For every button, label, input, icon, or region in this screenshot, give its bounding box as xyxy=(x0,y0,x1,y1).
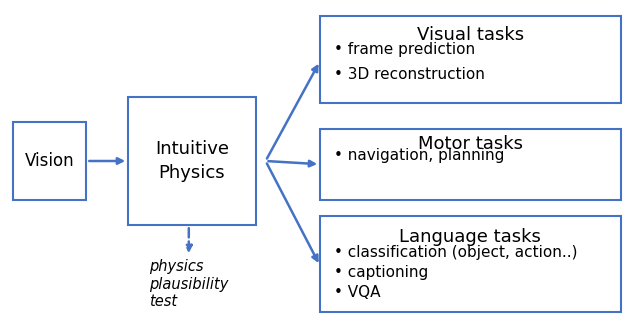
Text: Visual tasks: Visual tasks xyxy=(417,26,524,44)
Text: • classification (object, action..): • classification (object, action..) xyxy=(334,245,577,260)
Text: Language tasks: Language tasks xyxy=(399,228,541,246)
Text: physics
plausibility
test: physics plausibility test xyxy=(149,259,228,309)
Text: • 3D reconstruction: • 3D reconstruction xyxy=(334,67,485,82)
Text: • VQA: • VQA xyxy=(334,285,381,300)
Text: Vision: Vision xyxy=(25,152,74,170)
FancyBboxPatch shape xyxy=(128,97,256,225)
Text: Motor tasks: Motor tasks xyxy=(418,135,523,153)
Text: • captioning: • captioning xyxy=(334,265,428,280)
FancyBboxPatch shape xyxy=(320,16,621,103)
FancyBboxPatch shape xyxy=(320,129,621,200)
FancyBboxPatch shape xyxy=(13,122,86,200)
FancyBboxPatch shape xyxy=(320,216,621,312)
Text: Intuitive
Physics: Intuitive Physics xyxy=(155,140,229,182)
Text: • frame prediction: • frame prediction xyxy=(334,42,476,57)
Text: • navigation, planning: • navigation, planning xyxy=(334,148,504,163)
